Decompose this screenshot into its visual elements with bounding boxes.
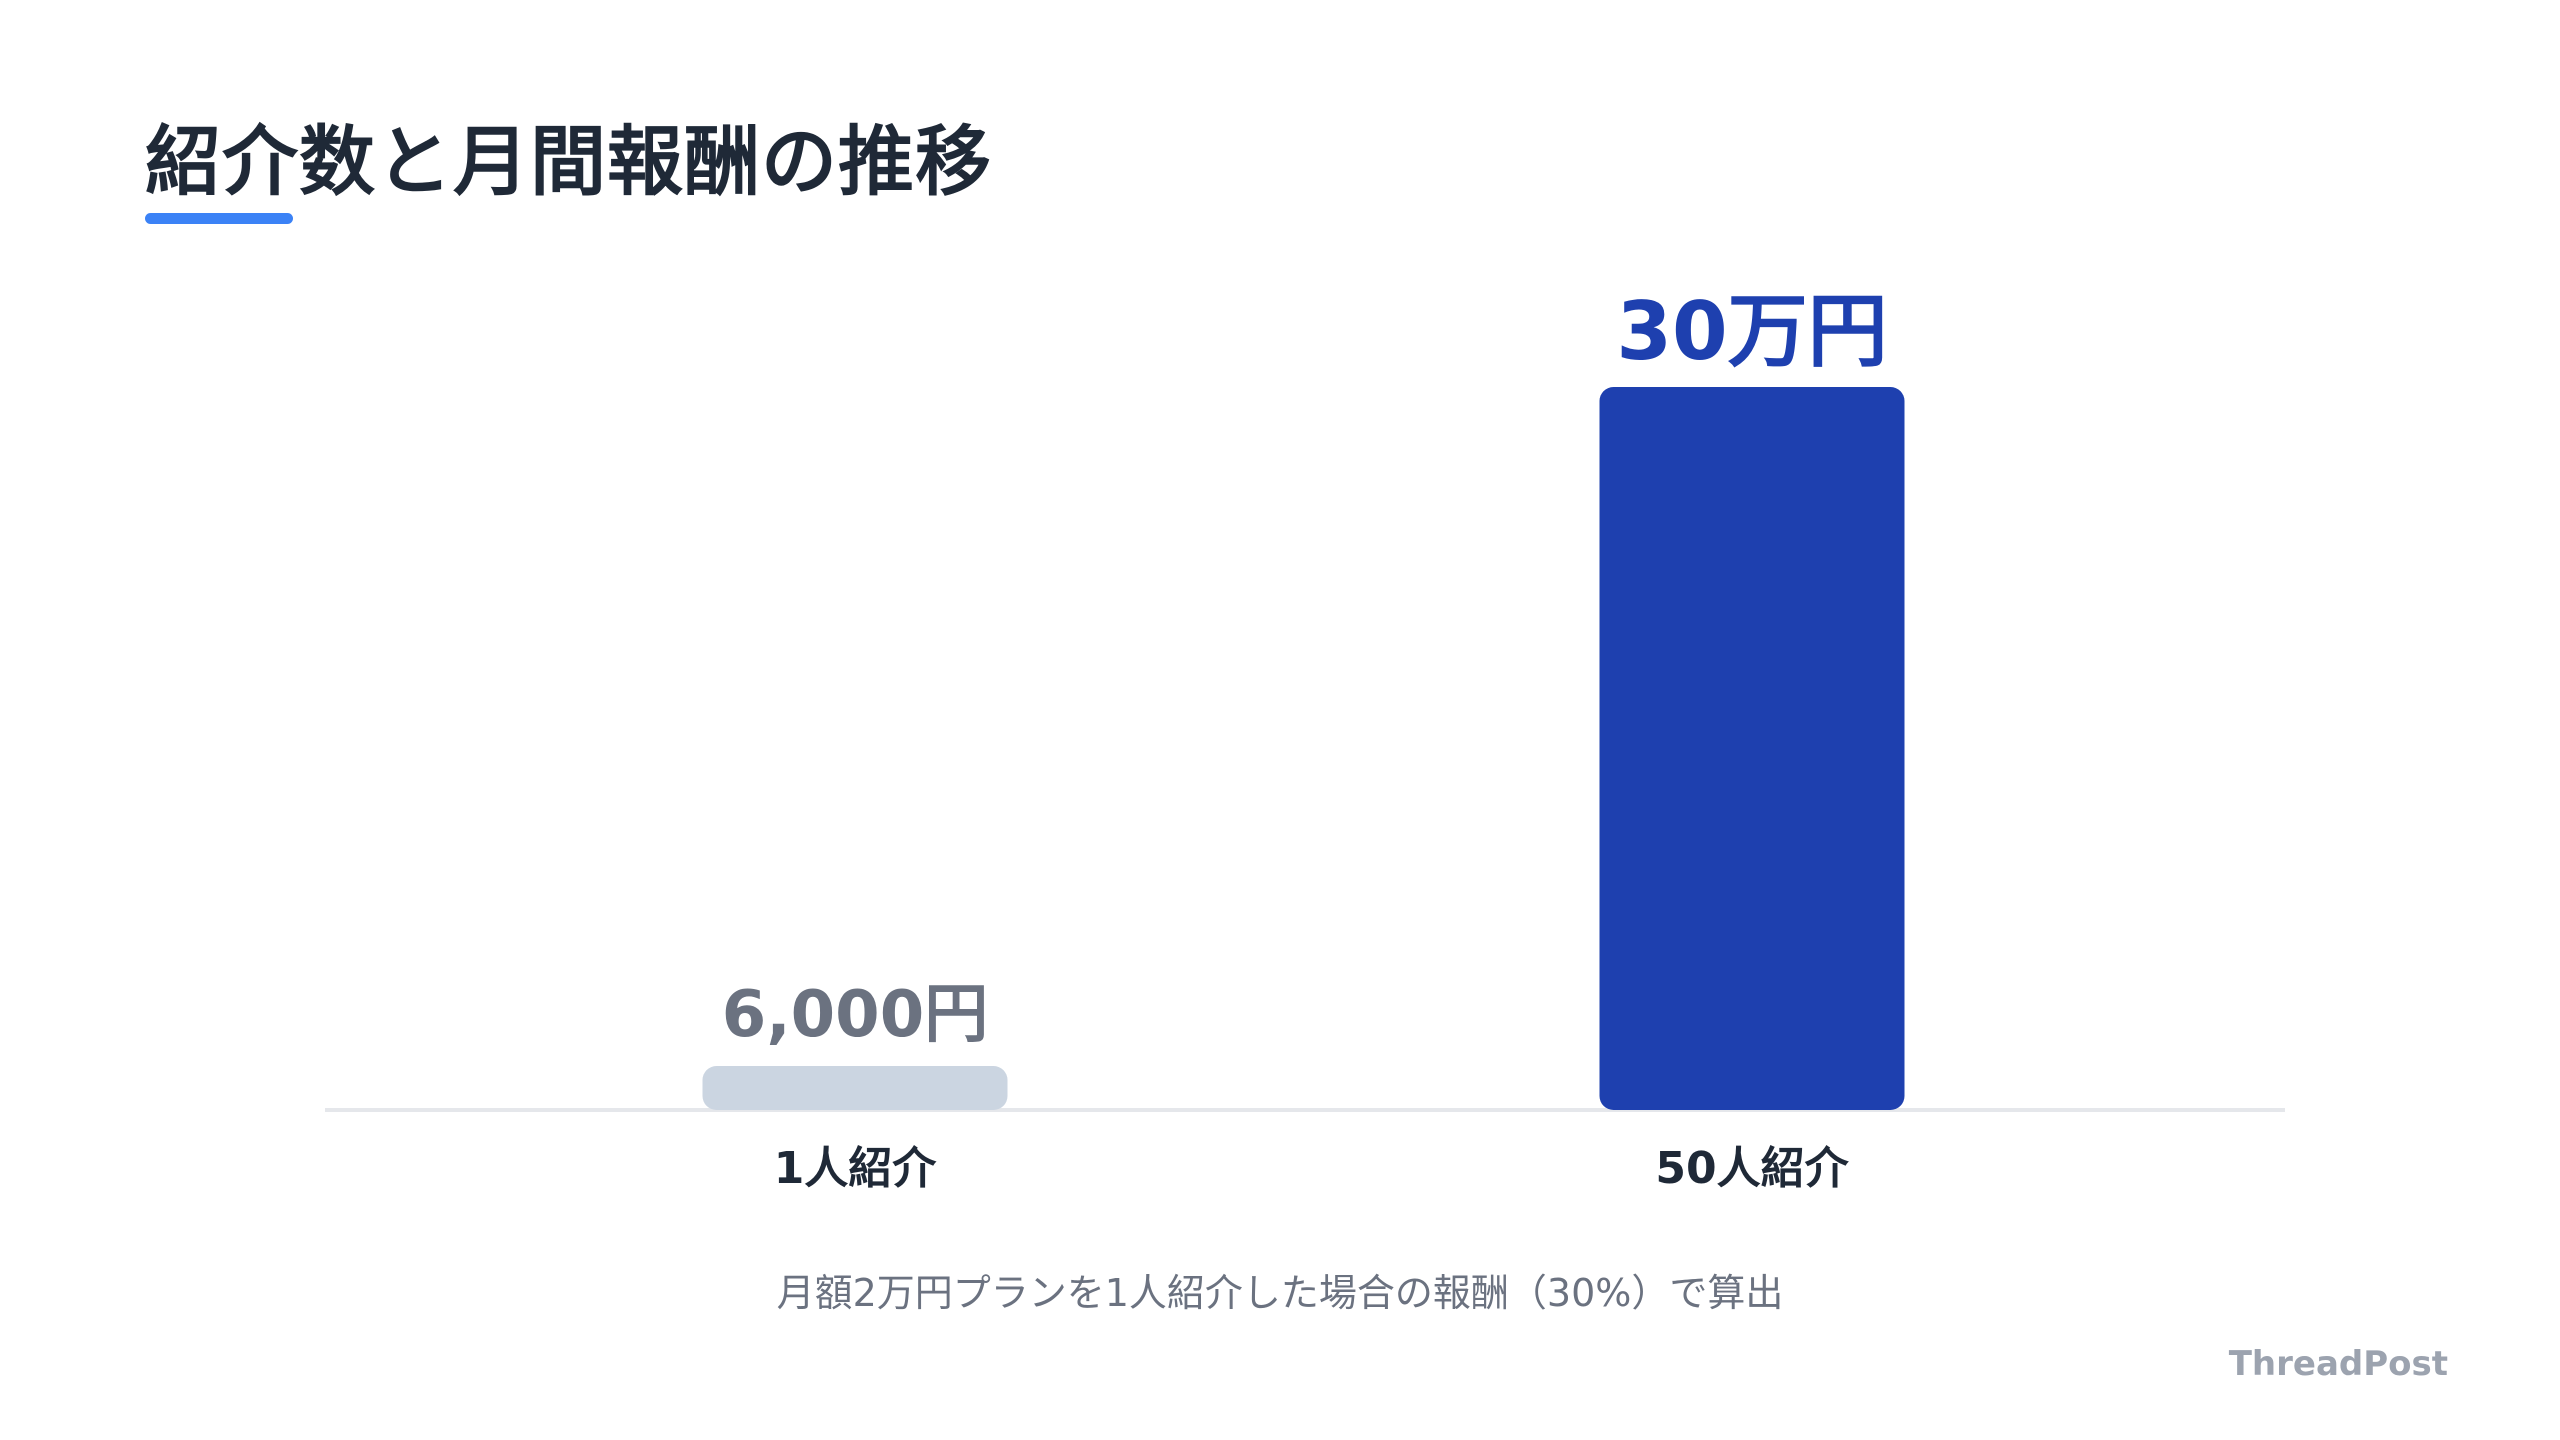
brand-logo: ThreadPost: [2228, 1344, 2448, 1384]
bar-2: [1599, 387, 1905, 1110]
chart-footnote: 月額2万円プランを1人紹介した場合の報酬（30%）で算出: [776, 1271, 1784, 1315]
bar-value-label-1: 6,000円: [722, 978, 988, 1052]
bar-value-label-2: 30万円: [1616, 285, 1887, 378]
category-label-2: 50人紹介: [1655, 1143, 1849, 1194]
category-label-1: 1人紹介: [774, 1143, 938, 1194]
title-underline: [145, 213, 293, 224]
page-title: 紹介数と月間報酬の推移: [145, 117, 992, 206]
bar-1: [702, 1066, 1008, 1110]
